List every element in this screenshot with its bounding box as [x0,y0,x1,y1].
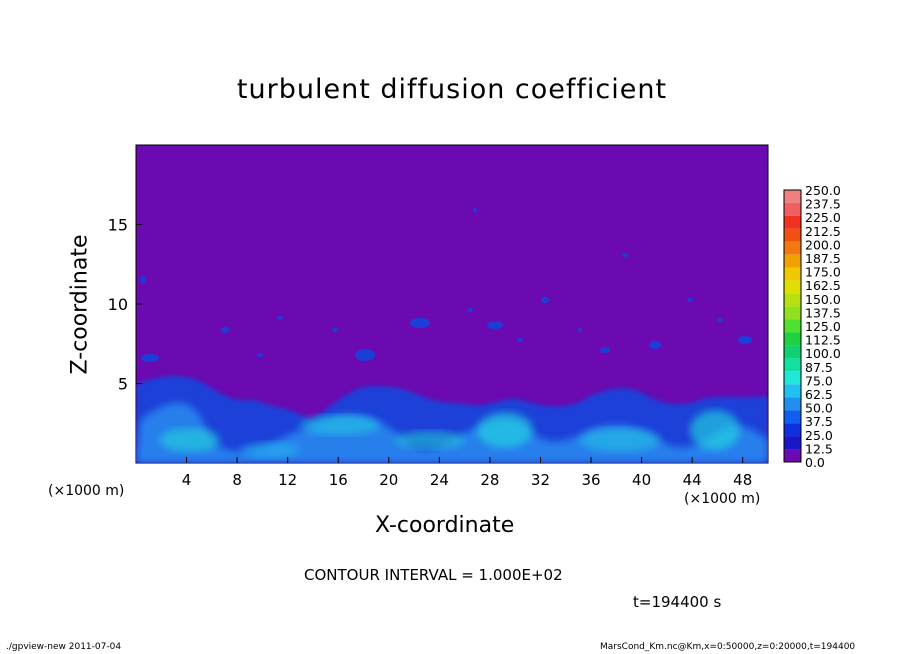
x-tick-label: 8 [232,471,242,489]
colorbar-label: 25.0 [805,428,833,443]
colorbar-swatch [784,319,801,333]
colorbar-label: 162.5 [805,278,841,293]
colorbar-swatch [784,306,801,320]
colorbar-label: 212.5 [805,224,841,239]
x-tick-label: 32 [531,471,550,489]
x-tick-label: 28 [480,471,499,489]
footer-left-text: ./gpview-new 2011-07-04 [6,642,122,652]
colorbar-label: 125.0 [805,319,841,334]
colorbar-label: 37.5 [805,414,833,429]
colorbar-swatch [784,345,801,359]
plume-cyan-7 [240,442,300,458]
y-tick-label: 5 [118,375,128,394]
colorbar-label: 112.5 [805,333,841,348]
chart-title: turbulent diffusion coefficient [236,74,668,105]
colorbar-swatch [784,371,801,385]
x-tick-label: 16 [329,471,348,489]
colorbar-frame [783,189,802,463]
plume-cyan-2 [300,415,380,435]
colorbar-swatch [784,436,801,450]
plume-cyan-5 [580,428,660,452]
colorbar-label: 50.0 [805,401,833,416]
colorbar-label: 200.0 [805,237,841,252]
upper-eddies [140,208,752,362]
y-tick-label: 10 [108,295,128,314]
x-unit-right: (×1000 m) [684,491,761,507]
plume-cyan-1 [160,428,220,452]
colorbar-label: 75.0 [805,373,833,388]
colorbar-swatch [784,384,801,398]
colorbar-label: 87.5 [805,360,833,375]
x-tick-label: 36 [581,471,600,489]
colorbar-label: 237.5 [805,197,841,212]
colorbar-swatch [784,228,801,242]
turbulence-field [136,208,768,463]
x-axis-ticks: 4 8 12 16 20 24 28 32 36 40 44 48 [182,457,752,489]
colorbar-label: 175.0 [805,265,841,280]
plume-cyan-3 [395,431,465,449]
colorbar-label: 12.5 [805,441,833,456]
colorbar-swatch [784,397,801,411]
colorbar-label: 62.5 [805,387,833,402]
y-axis-ticks: 5 10 15 [108,216,142,394]
colorbar: 250.0237.5225.0212.5200.0187.5175.0162.5… [783,183,841,470]
colorbar-swatch [784,254,801,268]
colorbar-swatch [784,190,801,203]
x-tick-label: 4 [182,471,192,489]
colorbar-swatch [784,241,801,255]
x-axis-label: X-coordinate [375,513,515,538]
x-tick-label: 20 [379,471,398,489]
plume-cyan-6 [690,410,740,450]
colorbar-swatch [784,332,801,346]
x-tick-label: 12 [278,471,297,489]
footer-right-text: MarsCond_Km.nc@Km,x=0:50000,z=0:20000,t=… [600,642,856,652]
colorbar-label: 100.0 [805,346,841,361]
y-axis-label: Z-coordinate [67,234,93,375]
colorbar-swatch [784,449,801,462]
colorbar-swatch [784,202,801,216]
colorbar-label: 250.0 [805,183,841,198]
colorbar-swatch [784,280,801,294]
colorbar-label: 137.5 [805,305,841,320]
colorbar-label: 225.0 [805,210,841,225]
colorbar-swatch [784,293,801,307]
colorbar-label: 187.5 [805,251,841,266]
colorbar-swatch [784,358,801,372]
y-tick-label: 15 [108,216,128,235]
time-label: t=194400 s [633,593,722,611]
colorbar-swatch [784,410,801,424]
x-tick-label: 48 [733,471,752,489]
plume-cyan-4 [477,412,533,448]
colorbar-label: 150.0 [805,292,841,307]
x-tick-label: 40 [632,471,651,489]
x-tick-label: 44 [683,471,702,489]
colorbar-swatch [784,267,801,281]
colorbar-label: 0.0 [805,455,825,470]
x-tick-label: 24 [430,471,449,489]
colorbar-swatch [784,215,801,229]
colorbar-swatch [784,423,801,437]
contour-interval-label: CONTOUR INTERVAL = 1.000E+02 [304,566,563,584]
x-unit-left: (×1000 m) [48,483,125,499]
